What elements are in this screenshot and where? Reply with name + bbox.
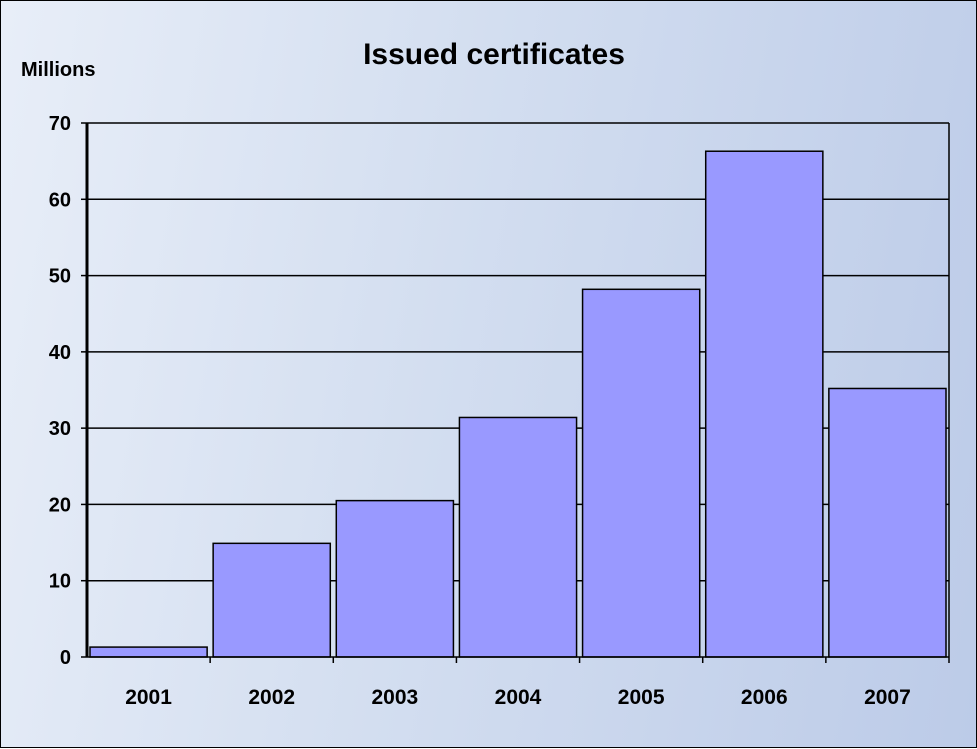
y-tick-label: 0: [60, 647, 71, 669]
bars: [89, 150, 947, 658]
y-tick-label: 40: [49, 342, 71, 364]
y-tick-label: 70: [49, 113, 71, 135]
x-tick-label: 2001: [125, 686, 172, 709]
x-tick-label: 2003: [371, 686, 418, 709]
x-tick-label: 2006: [741, 686, 788, 709]
x-tick-label: 2005: [618, 686, 665, 709]
x-tick-label: 2004: [495, 686, 542, 709]
bar-2004: [458, 416, 578, 658]
chart-title: Issued certificates: [363, 38, 625, 71]
y-axis-label: Millions: [21, 59, 95, 81]
bar-2003: [335, 499, 455, 658]
bar-2001: [89, 646, 208, 658]
axes: 0 10 20 30 40 50 60 70 2001 2002 2003 2004 2005 2006 2…: [49, 113, 950, 709]
bar-2007: [828, 387, 947, 658]
y-tick-label: 50: [49, 266, 71, 288]
bar-2002: [212, 542, 332, 658]
y-tick-label: 20: [49, 494, 71, 516]
y-tick-label: 60: [49, 189, 71, 211]
y-tick-label: 10: [49, 571, 71, 593]
bar-2005: [581, 288, 701, 658]
x-tick-label: 2002: [248, 686, 295, 709]
y-tick-label: 30: [49, 418, 71, 440]
bar-2006: [704, 150, 824, 658]
x-tick-label: 2007: [864, 686, 911, 709]
